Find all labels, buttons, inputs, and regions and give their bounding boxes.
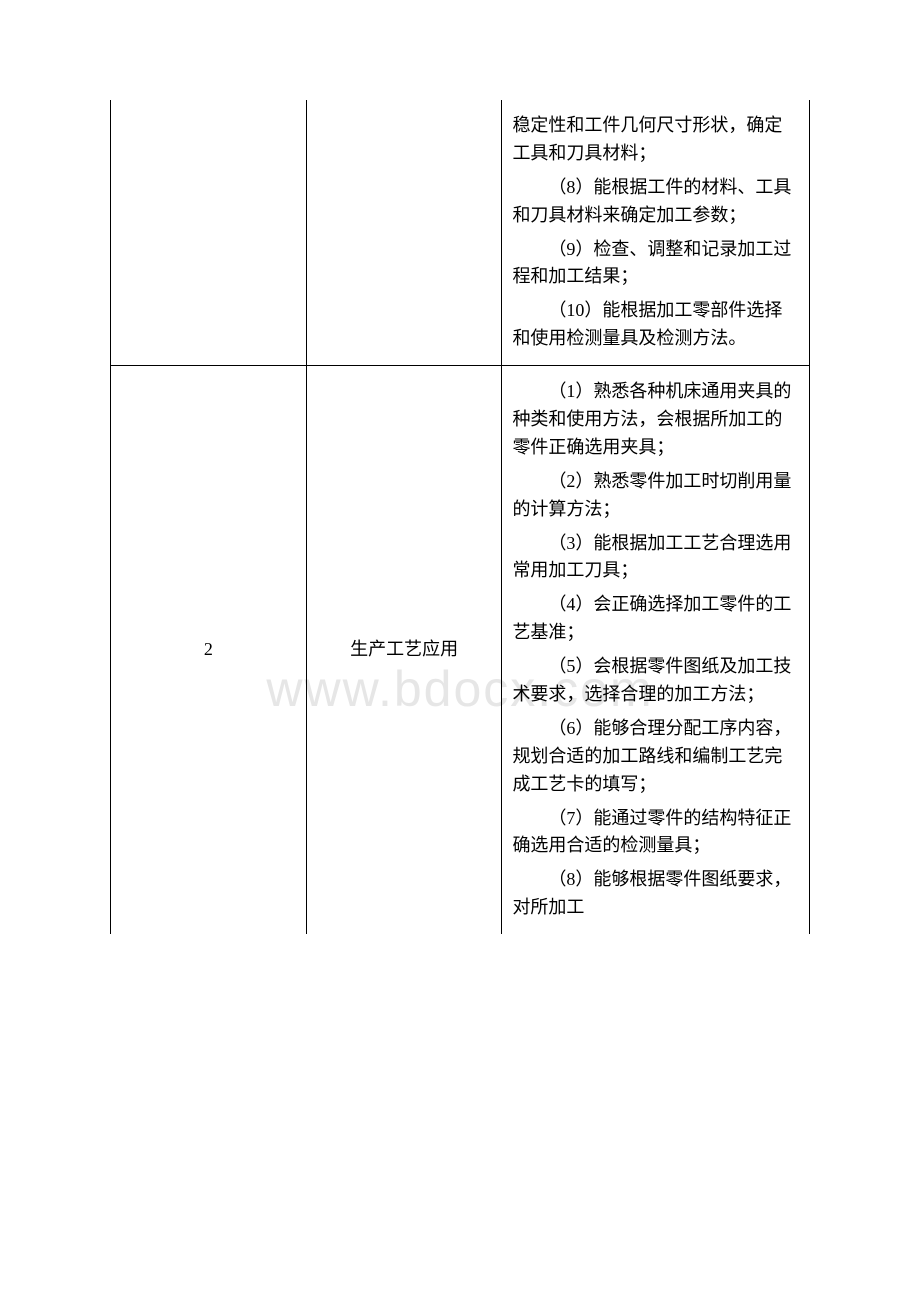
cell-r2-c3: （1）熟悉各种机床通用夹具的种类和使用方法，会根据所加工的零件正确选用夹具； （…: [502, 366, 810, 935]
paragraph: （10）能根据加工零部件选择和使用检测量具及检测方法。: [512, 297, 799, 353]
cell-r1-c1: [111, 100, 307, 366]
paragraph: （4）会正确选择加工零件的工艺基准；: [512, 591, 799, 647]
content-wrapper: 稳定性和工件几何尺寸形状，确定工具和刀具材料； （8）能根据工件的材料、工具和刀…: [110, 100, 810, 934]
paragraph: （8）能根据工件的材料、工具和刀具材料来确定加工参数；: [512, 174, 799, 230]
paragraph: （7）能通过零件的结构特征正确选用合适的检测量具；: [512, 805, 799, 861]
paragraph: （1）熟悉各种机床通用夹具的种类和使用方法，会根据所加工的零件正确选用夹具；: [512, 378, 799, 462]
paragraph: 稳定性和工件几何尺寸形状，确定工具和刀具材料；: [512, 112, 799, 168]
paragraph: （2）熟悉零件加工时切削用量的计算方法；: [512, 468, 799, 524]
table-row: 2 生产工艺应用 （1）熟悉各种机床通用夹具的种类和使用方法，会根据所加工的零件…: [111, 366, 810, 935]
cell-r1-c2: [306, 100, 502, 366]
cell-r1-c3: 稳定性和工件几何尺寸形状，确定工具和刀具材料； （8）能根据工件的材料、工具和刀…: [502, 100, 810, 366]
cell-r2-c1: 2: [111, 366, 307, 935]
paragraph: （8）能够根据零件图纸要求，对所加工: [512, 866, 799, 922]
cell-r2-c2: 生产工艺应用: [306, 366, 502, 935]
paragraph: （5）会根据零件图纸及加工技术要求，选择合理的加工方法；: [512, 653, 799, 709]
paragraph: （3）能根据加工工艺合理选用常用加工刀具；: [512, 530, 799, 586]
document-table: 稳定性和工件几何尺寸形状，确定工具和刀具材料； （8）能根据工件的材料、工具和刀…: [110, 100, 810, 934]
paragraph: （9）检查、调整和记录加工过程和加工结果；: [512, 236, 799, 292]
table-row: 稳定性和工件几何尺寸形状，确定工具和刀具材料； （8）能根据工件的材料、工具和刀…: [111, 100, 810, 366]
paragraph: （6）能够合理分配工序内容，规划合适的加工路线和编制工艺完成工艺卡的填写；: [512, 715, 799, 799]
